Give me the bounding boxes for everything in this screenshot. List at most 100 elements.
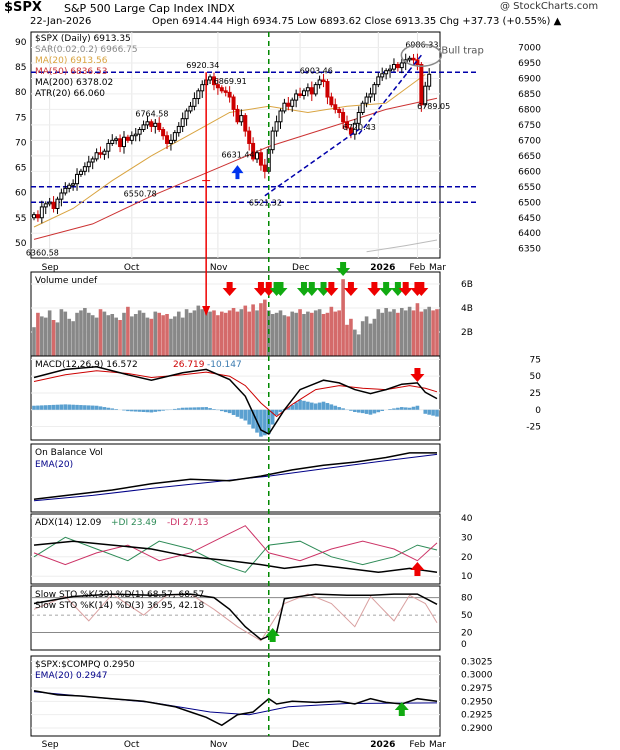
volume-bar [415,303,420,356]
macd-histogram-bar [43,405,48,410]
volume-bar [380,312,385,356]
candle-body [235,108,240,123]
macd-histogram-bar [141,409,146,412]
candle-body [395,64,400,69]
macd-legend: MACD(12,26,9) 16.572 [35,360,138,370]
ratio-ema-line [33,691,438,716]
ratio-tick-label: 0.2950 [461,697,493,707]
price-legend-entry: $SPX (Daily) 6913.35 [35,34,131,44]
volume-bar [235,311,240,356]
candle-body [247,130,252,144]
macd-histogram-bar [270,409,275,425]
macd-histogram-bar [36,405,40,410]
macd-histogram-bar [51,404,56,410]
candle-body [407,57,412,61]
candle-body [380,73,385,78]
macd-histogram-bar [102,407,107,410]
minus-di-legend: -DI 27.13 [167,518,208,528]
volume-bar [63,311,68,356]
sto-up-arrow [265,628,280,642]
macd-tick-label: 25 [530,389,541,399]
candle-body [364,96,369,104]
price-right-tick-label: 6950 [518,59,541,69]
volume-bar [411,310,416,356]
macd-histogram-bar [83,405,87,410]
volume-bar [32,327,36,356]
macd-histogram-bar [388,409,392,410]
volume-bar [192,310,197,356]
volume-tick-label: 2B [461,328,473,338]
price-label: 6360.58 [26,248,59,257]
macd-histogram-bar [161,409,165,411]
candle-body [94,152,99,160]
price-left-tick-label: 50 [15,239,27,249]
price-right-tick-label: 6850 [518,90,541,100]
volume-down-arrow [304,282,319,296]
candle-body [388,68,393,72]
volume-bar [239,309,244,356]
volume-tick-label: 4B [461,304,473,314]
candle-body [352,122,357,135]
macd-histogram-bar [325,403,330,410]
volume-bar [94,317,99,356]
macd-tick-label: 50 [530,372,542,382]
macd-histogram-bar [133,409,138,412]
candle-body [368,93,373,98]
sto-legend-39: Slow STO %K(39) %D(1) 68.57, 68.57 [35,590,204,600]
volume-down-arrow [398,282,413,296]
red-down-arrow [202,306,211,316]
month-label-bottom: Oct [124,740,140,750]
volume-down-arrow [343,282,358,296]
volume-bar [364,316,369,356]
candle-body [427,73,432,87]
candle-body [86,161,91,168]
volume-down-arrow [273,282,288,296]
volume-down-arrow [316,282,331,296]
price-left-tick-label: 90 [15,38,27,48]
plus-di-legend: +DI 23.49 [111,518,157,528]
volume-bar [141,312,146,356]
price-label: 6869.91 [214,77,247,86]
macd-histogram-bar [263,409,267,436]
candle-body [301,90,306,96]
ma200-line [366,239,438,253]
adx-tick-label: 30 [461,533,473,543]
volume-bar [321,314,326,356]
candle-body [219,87,224,92]
macd-histogram-bar [415,405,420,410]
macd-histogram-bar [114,409,118,410]
candle-body [67,184,72,189]
macd-histogram-bar [239,409,244,419]
price-left-tick-label: 75 [15,113,26,123]
macd-histogram-bar [251,409,255,429]
volume-bar [188,312,193,356]
stockcharts-brand: @ StockCharts.com [500,1,599,12]
volume-bar [157,312,162,356]
candle-body [317,79,322,86]
volume-bar [431,310,435,356]
volume-bar [278,310,283,356]
price-label: 6764.58 [135,109,168,118]
macd-histogram-bar [376,409,381,413]
candle-body [153,122,158,127]
candle-body [341,111,346,123]
ratio-line [33,689,438,727]
volume-bar [396,312,400,356]
month-label-bottom: Nov [210,740,228,750]
price-label: 6986.33 [405,41,438,50]
obv-line [33,452,437,501]
macd-histogram-bar [208,408,212,410]
macd-histogram-bar [173,408,177,410]
sto-tick-label: 50 [461,611,473,621]
price-left-tick-label: 80 [15,88,27,98]
candle-body [372,84,377,95]
volume-bar [55,322,60,356]
candle-body [63,187,68,194]
candle-body [157,122,162,131]
macd-histogram-bar [427,409,431,415]
macd-histogram-bar [364,409,369,414]
macd-histogram-bar [110,408,115,410]
adx-panel-frame [30,513,441,585]
volume-bar [153,311,158,356]
month-label-bottom: Dec [292,740,309,750]
